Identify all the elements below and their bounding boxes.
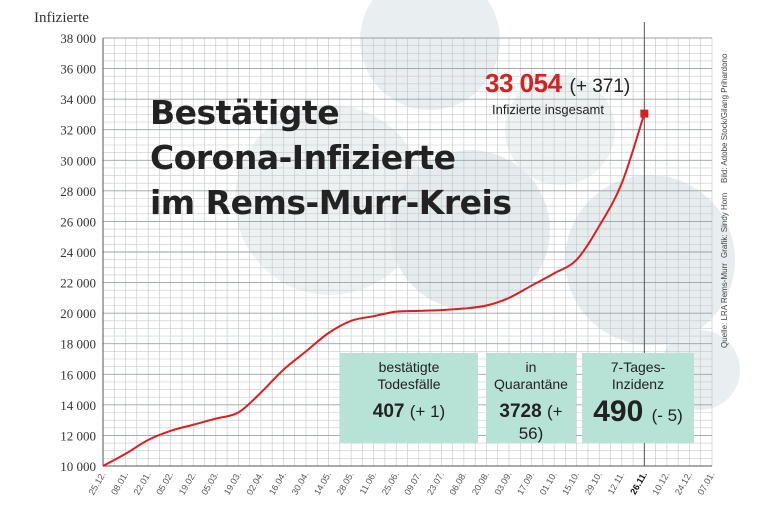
x-tick-label: 02.04. <box>244 470 265 497</box>
box-label: Todesfälle <box>377 376 441 392</box>
x-tick-label: 28.05. <box>335 470 356 497</box>
total-value: 33 054 <box>485 68 562 98</box>
x-tick-label: 29.10. <box>583 470 604 497</box>
box-value: 3728 <box>499 401 542 422</box>
x-tick-label: 07.01. <box>696 470 717 497</box>
x-tick-label: 11.06. <box>358 470 379 496</box>
x-tick-label: 20.08. <box>470 470 491 497</box>
y-tick-label: 30 000 <box>60 153 96 168</box>
y-tick-label: 20 000 <box>60 306 96 321</box>
credits: Bild: Adobe Stock/Gilang Prihardono Graf… <box>712 8 762 348</box>
box-label: Inzidenz <box>611 376 665 392</box>
info-box-incidence: 7-Tages- Inzidenz 490 (- 5) <box>582 353 694 443</box>
y-tick-label: 32 000 <box>60 123 96 138</box>
y-tick-label: 18 000 <box>60 337 96 352</box>
box-value-line: 407 (+ 1) <box>340 401 478 423</box>
x-tick-label: 05.02. <box>154 470 175 497</box>
title-line: Bestätigte <box>150 93 340 132</box>
y-tick-label: 24 000 <box>60 245 96 260</box>
x-tick-label: 01.10. <box>538 470 559 497</box>
x-tick-label: 15.10. <box>560 470 581 497</box>
x-tick-label: 12.11. <box>606 470 627 496</box>
x-tick-label: 19.02. <box>177 470 198 497</box>
x-tick-label: 09.07. <box>402 470 423 497</box>
box-label: 7-Tages- <box>610 359 666 375</box>
x-tick-label: 10.12. <box>650 470 671 497</box>
info-box-deaths: bestätigte Todesfälle 407 (+ 1) <box>340 353 478 443</box>
credit-image: Bild: Adobe Stock/Gilang Prihardono <box>720 53 729 183</box>
total-label: Infizierte insgesamt <box>492 102 604 117</box>
box-label: Quarantäne <box>494 376 568 392</box>
y-tick-label: 34 000 <box>60 92 96 107</box>
credit-graphic: Grafik: Sindy Horn <box>720 192 729 258</box>
x-tick-label: 08.01. <box>109 470 130 497</box>
y-tick-label: 26 000 <box>60 214 96 229</box>
box-label: bestätigte <box>378 359 440 375</box>
x-tick-label: 14.05. <box>312 470 333 497</box>
y-tick-label: 10 000 <box>60 459 96 474</box>
credit-source: Quelle: LRA Rems-Murr <box>720 263 729 348</box>
box-value-line: 3728 (+ 56) <box>486 401 576 445</box>
chart-title: Bestätigte Corona-Infizierte im Rems-Mur… <box>150 90 512 225</box>
x-tick-label: 30.04. <box>290 470 311 497</box>
x-tick-label: 06.08. <box>447 470 468 497</box>
y-tick-label: 38 000 <box>60 31 96 46</box>
total-callout: 33 054 (+ 371) <box>485 68 630 99</box>
y-axis-label: Infizierte <box>34 10 89 26</box>
x-tick-label: 19.03. <box>222 470 243 497</box>
x-tick-label: 05.03. <box>199 470 220 497</box>
box-value: 490 <box>593 395 644 428</box>
y-tick-label: 12 000 <box>60 428 96 443</box>
box-delta: (+ 1) <box>409 402 446 421</box>
y-tick-label: 22 000 <box>60 276 96 291</box>
x-tick-label: 24.12. <box>673 470 694 497</box>
x-tick-label: 25.12. <box>87 470 108 497</box>
box-value-line: 490 (- 5) <box>582 395 694 429</box>
x-tick-label: 16.04. <box>267 470 288 497</box>
x-tick-label: 23.07. <box>425 470 446 497</box>
title-line: Corona-Infizierte <box>150 138 456 177</box>
box-label: in <box>525 359 537 375</box>
box-value: 407 <box>372 401 405 422</box>
y-tick-label: 16 000 <box>60 367 96 382</box>
y-tick-label: 28 000 <box>60 184 96 199</box>
end-point-marker <box>640 109 649 118</box>
y-tick-label: 14 000 <box>60 398 96 413</box>
x-tick-label: 03.09. <box>493 470 514 497</box>
box-delta: (- 5) <box>651 406 683 425</box>
x-tick-label: 22.01. <box>132 470 153 497</box>
box-delta: (+ 56) <box>518 402 563 443</box>
x-tick-label: 26.11. <box>628 470 649 496</box>
y-tick-label: 36 000 <box>60 62 96 77</box>
x-tick-label: 17.09. <box>515 470 536 497</box>
total-delta: (+ 371) <box>569 76 631 97</box>
title-line: im Rems-Murr-Kreis <box>150 183 512 222</box>
info-box-quarantine: in Quarantäne 3728 (+ 56) <box>486 353 576 443</box>
x-tick-label: 25.06. <box>380 470 401 497</box>
